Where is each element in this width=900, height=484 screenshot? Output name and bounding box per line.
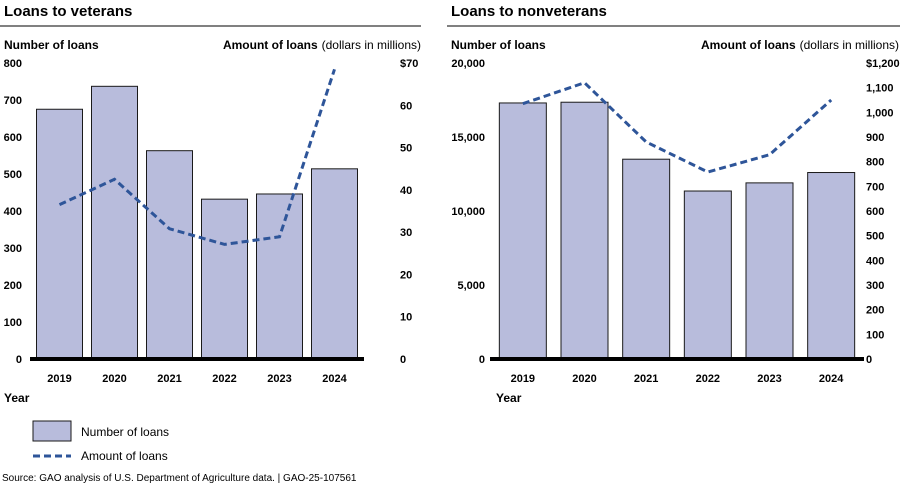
legend: Number of loans Amount of loans bbox=[32, 420, 169, 463]
chart-nonveterans-ylabel: Number of loans bbox=[451, 38, 546, 52]
chart-nonveterans-y2-tick: $1,200 bbox=[866, 58, 900, 70]
chart-veterans-y-tick: 500 bbox=[4, 169, 22, 181]
legend-bar-swatch bbox=[32, 420, 72, 442]
chart-veterans-xlabel: Year bbox=[4, 391, 30, 405]
chart-veterans-y-axis: 0 100 200 300 400 500 600 700 800 bbox=[4, 58, 22, 366]
source-note: Source: GAO analysis of U.S. Department … bbox=[2, 473, 357, 484]
chart-nonveterans-bars bbox=[498, 101, 856, 360]
chart-nonveterans-x-tick: 2019 bbox=[511, 373, 535, 385]
chart-nonveterans-x-tick: 2021 bbox=[634, 373, 658, 385]
chart-nonveterans-y2label: Amount of loans (dollars in millions) bbox=[701, 38, 899, 52]
chart-nonveterans-xlabel: Year bbox=[496, 391, 522, 405]
chart-nonveterans-y2-tick: 700 bbox=[866, 181, 884, 193]
chart-nonveterans-bar bbox=[560, 101, 609, 360]
chart-nonveterans-y2-tick: 300 bbox=[866, 280, 884, 292]
chart-veterans-y2-axis: 0 10 20 30 40 50 60 $70 bbox=[400, 58, 418, 366]
chart-nonveterans-y2-tick: 1,100 bbox=[866, 83, 894, 95]
chart-veterans-x-tick: 2019 bbox=[47, 373, 71, 385]
chart-veterans-y2-tick: 20 bbox=[400, 269, 412, 281]
chart-nonveterans-y2-tick: 100 bbox=[866, 329, 884, 341]
chart-veterans-bar bbox=[36, 108, 83, 360]
chart-veterans: Loans to veterans Number of loans Amount… bbox=[0, 3, 421, 405]
chart-veterans-x-tick: 2021 bbox=[157, 373, 181, 385]
chart-veterans-x-tick: 2022 bbox=[212, 373, 236, 385]
chart-veterans-ylabel: Number of loans bbox=[4, 38, 99, 52]
chart-veterans-y-tick: 300 bbox=[4, 243, 22, 255]
chart-veterans-y-tick: 800 bbox=[4, 58, 22, 70]
chart-veterans-bar bbox=[311, 168, 358, 360]
chart-veterans-bars bbox=[36, 85, 358, 360]
chart-nonveterans-y2-axis: 0 100 200 300 400 500 600 700 800 900 1,000 1,100 $1… bbox=[866, 58, 900, 366]
chart-veterans-y2-tick: 0 bbox=[400, 354, 406, 366]
chart-nonveterans-y2-tick: 200 bbox=[866, 305, 884, 317]
chart-veterans-y2label: Amount of loans (dollars in millions) bbox=[223, 38, 421, 52]
chart-nonveterans-y-tick: 20,000 bbox=[451, 58, 485, 70]
chart-nonveterans-bar bbox=[745, 182, 794, 360]
chart-nonveterans-title: Loans to nonveterans bbox=[451, 3, 607, 20]
legend-bar-label: Number of loans bbox=[81, 425, 169, 439]
chart-nonveterans-y2-tick: 400 bbox=[866, 255, 884, 267]
chart-veterans-y2-tick: 50 bbox=[400, 143, 412, 155]
chart-nonveterans-x-tick: 2023 bbox=[757, 373, 781, 385]
chart-veterans-amount-line bbox=[58, 68, 336, 246]
chart-nonveterans-bar bbox=[498, 102, 547, 360]
chart-veterans-y2-tick: 10 bbox=[400, 312, 412, 324]
chart-veterans-bar bbox=[91, 85, 138, 360]
chart-veterans-y-tick: 600 bbox=[4, 132, 22, 144]
legend-line-label: Amount of loans bbox=[81, 449, 168, 463]
chart-veterans-x-tick: 2024 bbox=[322, 373, 347, 385]
chart-nonveterans-y2-tick: 900 bbox=[866, 132, 884, 144]
chart-veterans-y-tick: 200 bbox=[4, 280, 22, 292]
chart-nonveterans-x-tick: 2022 bbox=[696, 373, 720, 385]
chart-nonveterans-y-tick: 5,000 bbox=[457, 280, 485, 292]
chart-nonveterans-bar bbox=[622, 158, 671, 360]
chart-nonveterans-y-axis: 0 5,000 10,000 15,000 20,000 bbox=[451, 58, 485, 366]
chart-veterans-x-axis: 2019 2020 2021 2022 2023 2024 bbox=[47, 373, 347, 385]
chart-veterans-bar bbox=[201, 198, 248, 360]
chart-veterans-y-tick: 400 bbox=[4, 206, 22, 218]
chart-nonveterans-y2-tick: 500 bbox=[866, 231, 884, 243]
chart-nonveterans-x-tick: 2024 bbox=[819, 373, 844, 385]
chart-veterans-title: Loans to veterans bbox=[4, 3, 132, 20]
chart-nonveterans-x-tick: 2020 bbox=[572, 373, 596, 385]
chart-veterans-y2-tick: $70 bbox=[400, 58, 418, 70]
chart-nonveterans-y2-tick: 1,000 bbox=[866, 107, 894, 119]
chart-veterans-y-tick: 100 bbox=[4, 317, 22, 329]
chart-nonveterans-x-axis: 2019 2020 2021 2022 2023 2024 bbox=[511, 373, 845, 385]
chart-veterans-bar bbox=[146, 150, 193, 360]
chart-veterans-bar bbox=[256, 193, 303, 360]
chart-nonveterans-bar bbox=[683, 190, 732, 360]
chart-nonveterans-bar bbox=[807, 172, 856, 360]
chart-nonveterans-y-tick: 15,000 bbox=[451, 132, 485, 144]
chart-veterans-y2-tick: 40 bbox=[400, 185, 412, 197]
chart-nonveterans-y2-tick: 800 bbox=[866, 157, 884, 169]
chart-veterans-y2-tick: 60 bbox=[400, 100, 412, 112]
chart-nonveterans: Loans to nonveterans Number of loans Amo… bbox=[447, 3, 900, 405]
chart-nonveterans-y-tick: 10,000 bbox=[451, 206, 485, 218]
chart-veterans-y-tick: 0 bbox=[16, 354, 22, 366]
chart-nonveterans-amount-line bbox=[522, 81, 833, 174]
chart-veterans-y-tick: 700 bbox=[4, 95, 22, 107]
chart-veterans-y2-tick: 30 bbox=[400, 227, 412, 239]
chart-nonveterans-y2-tick: 600 bbox=[866, 206, 884, 218]
chart-nonveterans-y2-tick: 0 bbox=[866, 354, 872, 366]
chart-veterans-x-tick: 2023 bbox=[267, 373, 291, 385]
chart-nonveterans-y-tick: 0 bbox=[479, 354, 485, 366]
chart-veterans-x-tick: 2020 bbox=[102, 373, 126, 385]
